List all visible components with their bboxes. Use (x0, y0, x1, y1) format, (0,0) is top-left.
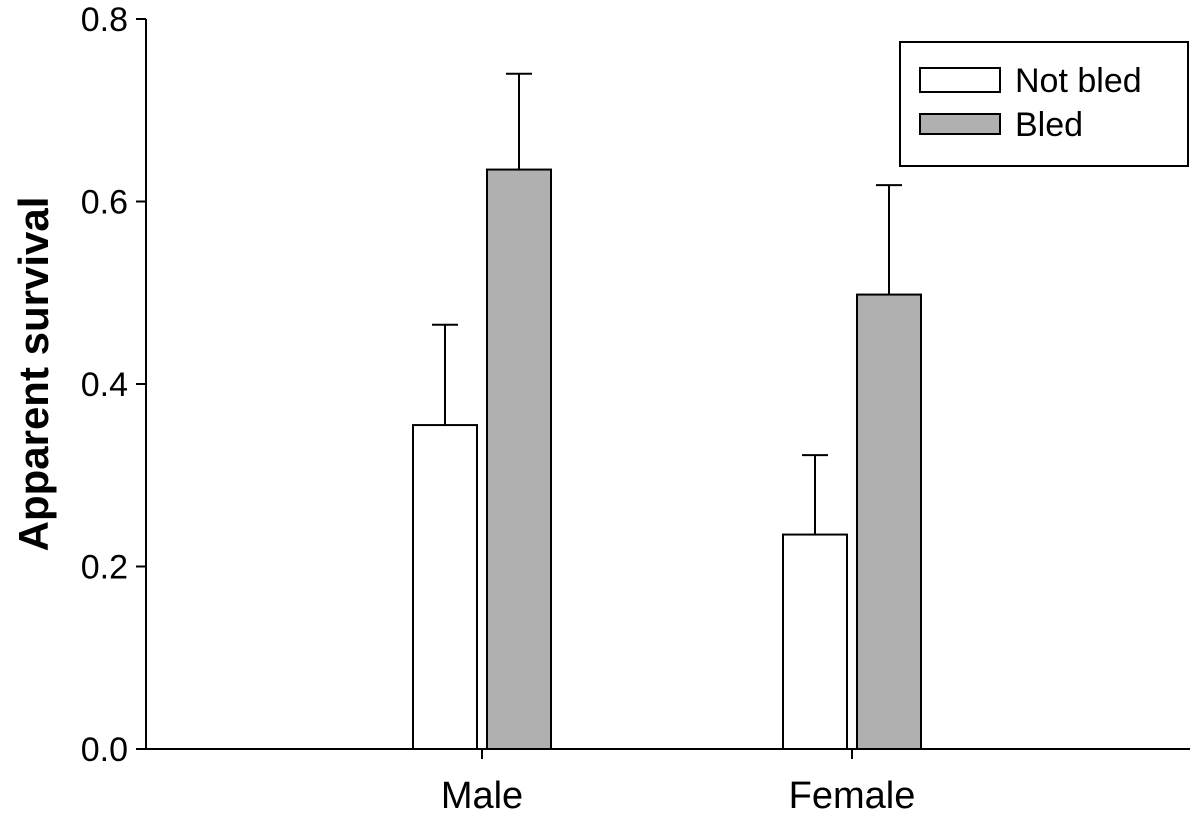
y-tick-label-1: 0.2 (81, 549, 128, 587)
error-bars-layer (432, 72, 902, 535)
y-tick-label-0: 0.0 (81, 731, 128, 769)
bar-not-bled-female (782, 533, 848, 750)
bar-not-bled-male (412, 424, 478, 750)
y-tick-label-2: 0.4 (81, 366, 128, 404)
x-category-label-male: Male (441, 775, 523, 817)
y-ticks: 0.0 0.2 0.4 0.6 0.8 (81, 1, 146, 769)
y-tick-label-3: 0.6 (81, 184, 128, 222)
bar-bled-male (486, 168, 552, 750)
legend-swatch-not-bled (919, 67, 1001, 93)
legend: Not bled Bled (899, 41, 1189, 167)
x-category-labels: Male Female (441, 749, 916, 817)
legend-box (899, 41, 1189, 167)
legend-label-bled: Bled (1015, 106, 1083, 144)
bars-layer (412, 168, 922, 750)
legend-label-not-bled: Not bled (1015, 62, 1142, 100)
y-tick-label-4: 0.8 (81, 1, 128, 39)
x-category-label-female: Female (789, 775, 916, 817)
y-axis-title: Apparent survival (10, 197, 57, 552)
bar-bled-female (856, 293, 922, 750)
legend-swatch-bled (919, 113, 1001, 135)
